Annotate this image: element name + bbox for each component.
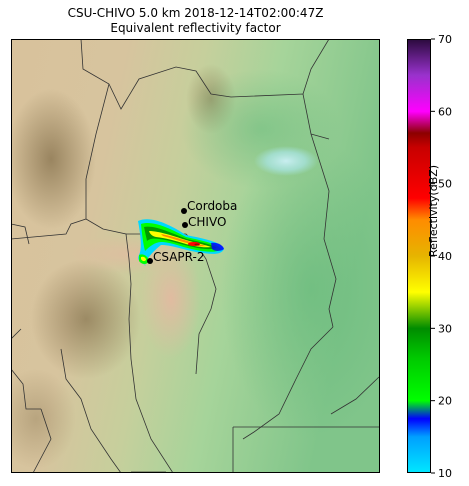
colorbar-tick-label: 30 — [438, 322, 452, 335]
colorbar-tick-label: 50 — [438, 178, 452, 191]
colorbar-tick-label: 70 — [438, 33, 452, 46]
chivo-marker — [182, 222, 188, 228]
echo-south-core — [141, 256, 146, 262]
colorbar-tick-label: 60 — [438, 105, 452, 118]
cordoba-label: Cordoba — [187, 199, 237, 213]
echo-core-peak — [194, 243, 200, 246]
colorbar-tick-label: 20 — [438, 395, 452, 408]
cordoba-marker — [181, 208, 187, 214]
colorbar — [407, 39, 431, 473]
colorbar-fill — [407, 39, 431, 473]
colorbar-tick-label: 40 — [438, 250, 452, 263]
chart-title: CSU-CHIVO 5.0 km 2018-12-14T02:00:47Z — [67, 6, 324, 20]
chivo-label: CHIVO — [188, 215, 226, 229]
csapr2-label: CSAPR-2 — [153, 250, 204, 264]
colorbar-tick-label: 10 — [438, 467, 452, 480]
csapr2-marker — [147, 258, 153, 264]
reflectivity-echo — [138, 219, 224, 266]
site-markers: Cordoba CHIVO CSAPR-2 — [147, 199, 237, 264]
map-frame — [11, 39, 380, 473]
colorbar-axis: 10 20 30 40 50 60 70 — [431, 33, 452, 480]
colorbar-label: Reflectivity(dBZ) — [427, 164, 440, 257]
chart-subtitle: Equivalent reflectivity factor — [110, 21, 281, 35]
terrain-shading — [11, 64, 380, 469]
colorbar-frame — [407, 39, 431, 473]
radar-map: Cordoba CHIVO CSAPR-2 — [11, 39, 380, 473]
echo-blue-edge — [211, 242, 224, 251]
